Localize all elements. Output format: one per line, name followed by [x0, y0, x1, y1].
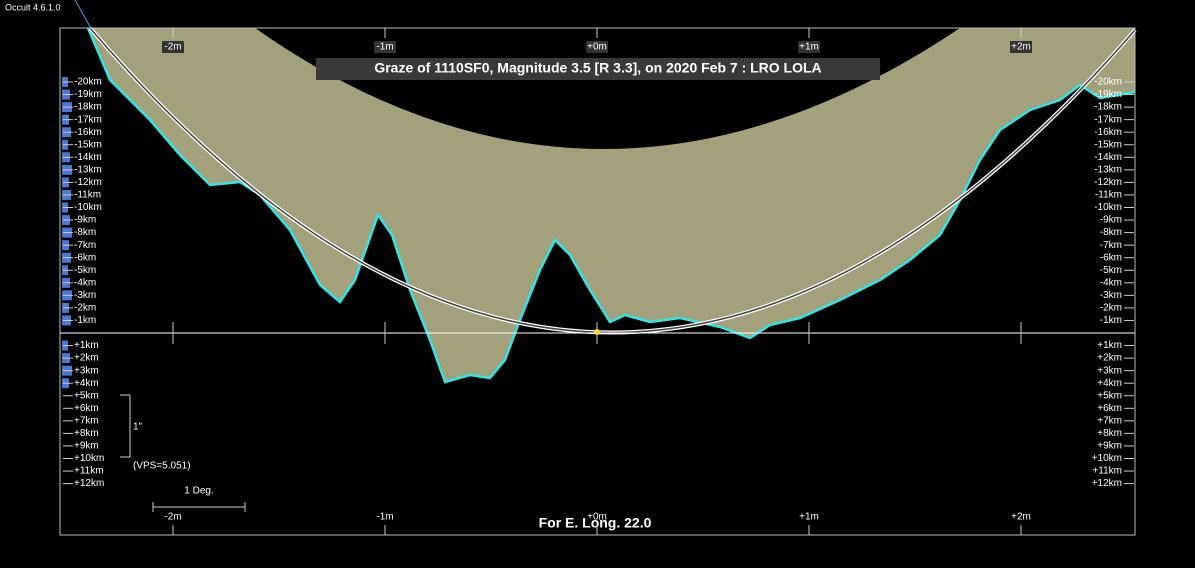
left-scale-label: +8km [74, 428, 99, 439]
right-scale-label: -14km [1094, 152, 1122, 163]
x-label-bg [586, 41, 608, 53]
left-scale-label: +5km [74, 390, 99, 401]
left-scale-label: -18km [74, 102, 102, 113]
right-scale-label: -7km [1100, 240, 1122, 251]
right-scale-label: +10km [1092, 453, 1122, 464]
right-scale-label: -4km [1100, 277, 1122, 288]
top-axis-label: +1m [799, 42, 819, 53]
right-scale-label: -9km [1100, 215, 1122, 226]
left-scale-label: +6km [74, 403, 99, 414]
left-scale-label: -14km [74, 152, 102, 163]
left-scale-label: -19km [74, 89, 102, 100]
scale-bar-label: 1" [133, 422, 143, 433]
bottom-axis-label: +2m [1011, 512, 1031, 523]
x-label-bg [162, 41, 184, 53]
left-scale-label: +9km [74, 441, 99, 452]
window-title: Occult 4.6.1.0 [5, 2, 61, 12]
right-scale-label: -12km [1094, 177, 1122, 188]
top-axis-label: -1m [376, 42, 393, 53]
right-scale-label: +1km [1097, 340, 1122, 351]
right-scale-label: -16km [1094, 127, 1122, 138]
right-scale-label: -3km [1100, 290, 1122, 301]
left-scale-label: +3km [74, 365, 99, 376]
right-scale-label: +3km [1097, 365, 1122, 376]
top-axis-label: -2m [164, 42, 181, 53]
right-scale-label: +8km [1097, 428, 1122, 439]
title-box [316, 58, 880, 80]
left-scale-label: -12km [74, 177, 102, 188]
right-scale-label: -8km [1100, 227, 1122, 238]
right-scale-label: +2km [1097, 353, 1122, 364]
top-axis-label: +2m [1011, 42, 1031, 53]
bottom-axis-label: -1m [376, 512, 393, 523]
right-scale-label: -5km [1100, 265, 1122, 276]
right-scale-label: -1km [1100, 315, 1122, 326]
right-scale-label: +12km [1092, 478, 1122, 489]
left-scale-label: -16km [74, 127, 102, 138]
left-scale-label: -13km [74, 164, 102, 175]
right-scale-label: +5km [1097, 390, 1122, 401]
left-scale-label: -4km [74, 277, 96, 288]
x-label-bg [798, 41, 820, 53]
left-scale-label: +11km [74, 466, 104, 477]
x-label-bg [374, 41, 396, 53]
right-scale-label: -17km [1094, 114, 1122, 125]
right-scale-label: -2km [1100, 303, 1122, 314]
left-scale-label: +10km [74, 453, 104, 464]
profile-edge [86, 27, 1136, 384]
right-scale-label: -13km [1094, 164, 1122, 175]
left-scale-label: -15km [74, 139, 102, 150]
left-scale-label: -8km [74, 227, 96, 238]
bottom-axis-label: -2m [164, 512, 181, 523]
lunar-profile [88, 28, 1135, 382]
right-scale-label: +11km [1092, 466, 1122, 477]
x-label-bg [1010, 41, 1032, 53]
right-scale-label: -15km [1094, 139, 1122, 150]
bottom-axis-label: +1m [799, 512, 819, 523]
left-scale-label: +7km [74, 415, 99, 426]
right-scale-label: -10km [1094, 202, 1122, 213]
right-scale-label: +9km [1097, 441, 1122, 452]
left-scale-label: -9km [74, 215, 96, 226]
left-scale-label: -1km [74, 315, 96, 326]
left-scale-label: -11km [74, 190, 101, 201]
degree-bar [152, 502, 246, 512]
left-scale-label: -6km [74, 252, 96, 263]
right-scale-label: -11km [1095, 190, 1122, 201]
left-scale-label: -5km [74, 265, 96, 276]
left-scale-label: -7km [74, 240, 96, 251]
bottom-axis-label: +0m [587, 512, 607, 523]
left-scale-label: +1km [74, 340, 99, 351]
right-scale-label: -6km [1100, 252, 1122, 263]
vps-label: (VPS=5.051) [133, 461, 191, 472]
left-scale-label: -20km [74, 77, 102, 88]
left-scale-label: -17km [74, 114, 102, 125]
left-scale-label: -2km [74, 303, 96, 314]
left-scale-label: -3km [74, 290, 96, 301]
right-scale-label: +6km [1097, 403, 1122, 414]
right-scale-label: +7km [1097, 415, 1122, 426]
left-scale-label: -10km [74, 202, 102, 213]
left-scale-label: +4km [74, 378, 99, 389]
top-axis-label: +0m [587, 42, 607, 53]
right-scale-label: -20km [1094, 77, 1122, 88]
right-scale-label: +4km [1097, 378, 1122, 389]
right-scale-label: -18km [1094, 102, 1122, 113]
title: Graze of 1110SF0, Magnitude 3.5 [R 3.3],… [374, 60, 821, 76]
left-scale-label: +2km [74, 353, 99, 364]
right-scale-label: -19km [1094, 89, 1122, 100]
scale-bracket [120, 394, 131, 458]
footer: For E. Long. 22.0 [539, 515, 652, 531]
limb-line [74, 0, 93, 31]
degree-label: 1 Deg. [184, 486, 213, 497]
left-scale-label: +12km [74, 478, 104, 489]
